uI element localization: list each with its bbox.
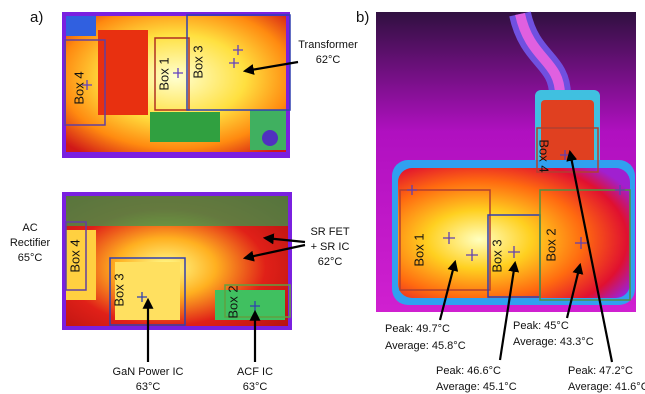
callout-text: 62°C bbox=[318, 256, 343, 268]
box-label: Box 4 bbox=[67, 239, 82, 272]
callout-text: ACF IC bbox=[237, 366, 273, 378]
box-label: Box 2 bbox=[543, 228, 558, 261]
callout-text: SR FET bbox=[310, 226, 349, 238]
callout-text: 63°C bbox=[243, 381, 268, 393]
box-label: Box 1 bbox=[156, 57, 171, 90]
box-label: Box 2 bbox=[225, 285, 240, 318]
callout-text: Peak: 47.2°C bbox=[568, 365, 633, 377]
callout-text: Peak: 45°C bbox=[513, 320, 569, 332]
callout-text: Average: 45.1°C bbox=[436, 381, 517, 393]
callout-text: Rectifier bbox=[10, 237, 51, 249]
box-label: Box 4 bbox=[537, 139, 552, 172]
callout-text: 65°C bbox=[18, 252, 43, 264]
callout-text: Transformer bbox=[298, 39, 358, 51]
box-label: Box 3 bbox=[489, 239, 504, 272]
box-label: Box 3 bbox=[190, 45, 205, 78]
figure: a) b) Box 4 Box 1 Box 3 Box 4 Box 3 Box … bbox=[0, 0, 645, 394]
panel-label: a) bbox=[30, 9, 43, 26]
callout-text: AC bbox=[22, 222, 37, 234]
thermal-image bbox=[62, 12, 290, 158]
callout-text: Peak: 46.6°C bbox=[436, 365, 501, 377]
panel-label: b) bbox=[356, 9, 369, 26]
box-label: Box 3 bbox=[111, 273, 126, 306]
thermal-image bbox=[62, 192, 292, 330]
callout-text: Average: 41.6°C bbox=[568, 381, 645, 393]
box-label: Box 4 bbox=[71, 71, 86, 104]
callout-text: 63°C bbox=[136, 381, 161, 393]
callout-text: Average: 43.3°C bbox=[513, 336, 594, 348]
callout-text: Average: 45.8°C bbox=[385, 340, 466, 352]
callout-text: Peak: 49.7°C bbox=[385, 323, 450, 335]
box-label: Box 1 bbox=[411, 233, 426, 266]
callout-text: 62°C bbox=[316, 54, 341, 66]
callout-text: + SR IC bbox=[311, 241, 350, 253]
callout-text: GaN Power IC bbox=[113, 366, 184, 378]
